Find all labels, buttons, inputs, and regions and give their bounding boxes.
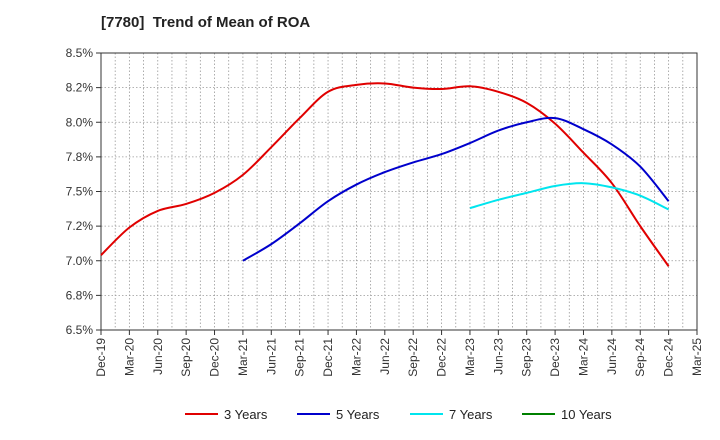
x-tick-label: Dec-24 — [662, 338, 676, 377]
x-tick-label: Dec-19 — [94, 338, 108, 377]
x-tick-label: Mar-24 — [576, 338, 590, 376]
y-tick-label: 7.5% — [66, 185, 94, 199]
y-tick-label: 8.2% — [66, 81, 94, 95]
legend-label-5-years: 5 Years — [336, 407, 380, 422]
legend-label-3-years: 3 Years — [224, 407, 268, 422]
y-tick-label: 7.8% — [66, 150, 94, 164]
y-tick-label: 8.0% — [66, 115, 94, 129]
x-tick-label: Sep-21 — [293, 338, 307, 377]
x-tick-label: Mar-20 — [122, 338, 136, 376]
x-tick-label: Mar-21 — [236, 338, 250, 376]
y-axis-ticks: 6.5% 6.8% 7.0% 7.2% 7.5% 7.8% 8.0% 8.2% 8.5% — [66, 46, 101, 337]
y-tick-label: 6.8% — [66, 288, 94, 302]
legend: 3 Years 5 Years 7 Years 10 Years — [185, 407, 612, 422]
x-axis-ticks: Dec-19 Mar-20 Jun-20 Sep-20 Dec-20 Mar-21 Jun-… — [94, 330, 704, 377]
grid-lines — [101, 53, 697, 330]
x-tick-label: Sep-20 — [179, 338, 193, 377]
x-tick-label: Jun-24 — [605, 338, 619, 375]
x-tick-label: Sep-22 — [406, 338, 420, 377]
series-line-7-years — [469, 182, 670, 211]
x-tick-label: Mar-22 — [349, 338, 363, 376]
x-tick-label: Sep-23 — [520, 338, 534, 377]
x-tick-label: Jun-23 — [491, 338, 505, 375]
x-tick-label: Sep-24 — [633, 338, 647, 377]
x-tick-label: Jun-20 — [151, 338, 165, 375]
x-tick-label: Mar-25 — [690, 338, 704, 376]
series-line-3-years — [100, 82, 670, 267]
x-tick-label: Dec-20 — [208, 338, 222, 377]
y-tick-label: 6.5% — [66, 323, 94, 337]
y-tick-label: 7.0% — [66, 254, 94, 268]
series-lines — [100, 82, 670, 267]
y-tick-label: 7.2% — [66, 219, 94, 233]
x-tick-label: Mar-23 — [463, 338, 477, 376]
x-tick-label: Dec-23 — [548, 338, 562, 377]
y-tick-label: 8.5% — [66, 46, 94, 60]
x-tick-label: Dec-22 — [435, 338, 449, 377]
legend-label-7-years: 7 Years — [449, 407, 493, 422]
x-tick-label: Dec-21 — [321, 338, 335, 377]
x-tick-label: Jun-22 — [378, 338, 392, 375]
legend-label-10-years: 10 Years — [561, 407, 612, 422]
chart-title: [7780] Trend of Mean of ROA — [101, 14, 311, 31]
x-tick-label: Jun-21 — [264, 338, 278, 375]
series-line-5-years — [242, 116, 670, 262]
